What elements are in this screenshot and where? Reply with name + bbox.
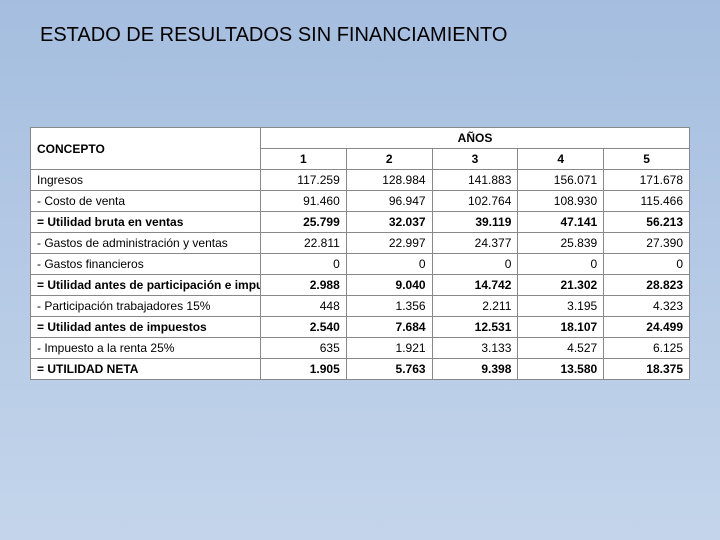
concept-header: CONCEPTO [31,128,261,170]
table-row: - Costo de venta91.46096.947102.764108.9… [31,191,690,212]
row-value: 3.133 [432,338,518,359]
row-value: 108.930 [518,191,604,212]
row-value: 1.921 [346,338,432,359]
table-row: - Participación trabajadores 15%4481.356… [31,296,690,317]
row-value: 2.540 [261,317,347,338]
row-value: 2.988 [261,275,347,296]
row-concept: - Impuesto a la renta 25% [31,338,261,359]
row-value: 24.377 [432,233,518,254]
table-row: = Utilidad antes de impuestos2.5407.6841… [31,317,690,338]
row-value: 0 [261,254,347,275]
table-row: - Impuesto a la renta 25%6351.9213.1334.… [31,338,690,359]
row-value: 21.302 [518,275,604,296]
row-concept: - Gastos de administración y ventas [31,233,261,254]
row-value: 0 [432,254,518,275]
row-value: 24.499 [604,317,690,338]
row-value: 22.997 [346,233,432,254]
row-value: 25.839 [518,233,604,254]
income-statement-table: CONCEPTO AÑOS 1 2 3 4 5 Ingresos117.2591… [30,127,690,380]
year-label: 3 [432,149,518,170]
row-value: 102.764 [432,191,518,212]
table-row: = Utilidad antes de participación e impu… [31,275,690,296]
row-value: 7.684 [346,317,432,338]
row-value: 18.375 [604,359,690,380]
row-value: 56.213 [604,212,690,233]
row-value: 12.531 [432,317,518,338]
years-header: AÑOS [261,128,690,149]
row-value: 18.107 [518,317,604,338]
row-value: 0 [346,254,432,275]
year-label: 1 [261,149,347,170]
year-label: 2 [346,149,432,170]
row-value: 448 [261,296,347,317]
row-value: 2.211 [432,296,518,317]
table-row: Ingresos117.259128.984141.883156.071171.… [31,170,690,191]
year-label: 4 [518,149,604,170]
row-value: 635 [261,338,347,359]
row-value: 5.763 [346,359,432,380]
row-value: 115.466 [604,191,690,212]
row-value: 91.460 [261,191,347,212]
row-value: 22.811 [261,233,347,254]
row-value: 1.905 [261,359,347,380]
table-row: - Gastos de administración y ventas22.81… [31,233,690,254]
row-value: 3.195 [518,296,604,317]
row-value: 47.141 [518,212,604,233]
row-concept: - Participación trabajadores 15% [31,296,261,317]
row-value: 9.398 [432,359,518,380]
row-value: 28.823 [604,275,690,296]
row-concept: - Costo de venta [31,191,261,212]
table-row: - Gastos financieros00000 [31,254,690,275]
row-concept: Ingresos [31,170,261,191]
row-value: 0 [604,254,690,275]
row-value: 4.323 [604,296,690,317]
page-title: ESTADO DE RESULTADOS SIN FINANCIAMIENTO [40,24,690,47]
row-concept: = Utilidad bruta en ventas [31,212,261,233]
row-value: 156.071 [518,170,604,191]
row-value: 6.125 [604,338,690,359]
row-value: 14.742 [432,275,518,296]
table-row: = Utilidad bruta en ventas25.79932.03739… [31,212,690,233]
row-value: 13.580 [518,359,604,380]
row-value: 96.947 [346,191,432,212]
row-value: 1.356 [346,296,432,317]
row-concept: - Gastos financieros [31,254,261,275]
row-value: 25.799 [261,212,347,233]
row-value: 32.037 [346,212,432,233]
table-row: = UTILIDAD NETA1.9055.7639.39813.58018.3… [31,359,690,380]
row-value: 9.040 [346,275,432,296]
row-concept: = UTILIDAD NETA [31,359,261,380]
row-value: 0 [518,254,604,275]
row-value: 128.984 [346,170,432,191]
year-label: 5 [604,149,690,170]
row-value: 171.678 [604,170,690,191]
row-value: 39.119 [432,212,518,233]
row-value: 27.390 [604,233,690,254]
row-value: 4.527 [518,338,604,359]
row-concept: = Utilidad antes de impuestos [31,317,261,338]
row-concept: = Utilidad antes de participación e impu [31,275,261,296]
table-body: Ingresos117.259128.984141.883156.071171.… [31,170,690,380]
row-value: 117.259 [261,170,347,191]
row-value: 141.883 [432,170,518,191]
